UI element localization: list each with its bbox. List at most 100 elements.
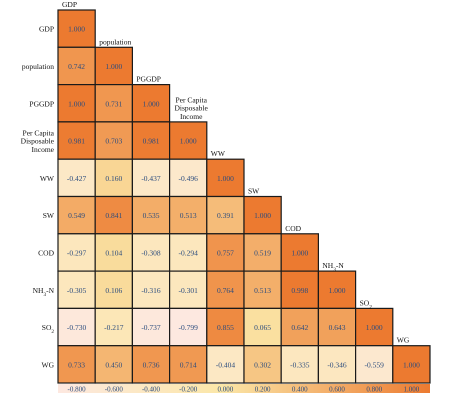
cell-sw-per-capita-disposable-income [169, 195, 208, 235]
cell-value: -0.316 [141, 286, 161, 295]
column-label-per-capita-disposable-income: Income [180, 112, 203, 121]
cell-value: 0.855 [217, 323, 234, 332]
cell-value: 0.549 [68, 211, 85, 220]
cell-value: 1.000 [254, 211, 271, 220]
column-label-cod: COD [285, 224, 301, 233]
column-label-wg: WG [397, 336, 410, 345]
column-label-nh3-n: NH3-N [322, 261, 344, 273]
row-label-sw: SW [43, 211, 55, 220]
row-label-ww: WW [40, 174, 55, 183]
cell-value: 1.000 [105, 62, 122, 71]
row-label-wg: WG [42, 360, 55, 369]
cell-value: 0.998 [291, 286, 308, 295]
cell-value: 0.519 [254, 248, 271, 257]
column-label-per-capita-disposable-income: Disposable [175, 104, 209, 113]
heatmap-cells: 1.000 0.742 1.000 1.000 0.731 1.000 0.981 0.703… [57, 9, 431, 384]
colorbar-tick: 1.000 [404, 386, 420, 394]
cell-value: 0.703 [105, 137, 122, 146]
cell-value: 0.643 [329, 323, 346, 332]
cell-wg-sw [243, 345, 282, 384]
column-label-pggdp: PGGDP [136, 75, 161, 84]
colorbar-tick: 0.000 [218, 386, 234, 394]
cell-per-capita-disposable-income-population [94, 121, 133, 160]
cell-value: -0.559 [365, 360, 385, 369]
cell-value: 0.714 [180, 360, 197, 369]
cell-value: -0.294 [179, 248, 199, 257]
colorbar-tick: 0.600 [329, 386, 345, 394]
cell-wg-gdp [57, 345, 96, 384]
column-label-gdp: GDP [62, 0, 77, 9]
cell-value: 0.981 [68, 137, 85, 146]
cell-nh3-n-pggdp [131, 270, 171, 310]
cell-pggdp-pggdp [131, 83, 171, 123]
cell-value: 0.450 [105, 360, 122, 369]
row-labels: GDP population PGGDP Per CapitaDisposableIn… [21, 25, 55, 370]
colorbar-tick: -0.200 [179, 386, 198, 394]
cell-value: -0.427 [67, 174, 87, 183]
cell-value: -0.305 [67, 286, 87, 295]
cell-value: 1.000 [403, 360, 420, 369]
cell-ww-per-capita-disposable-income [169, 158, 208, 198]
row-label-so2: SO2 [42, 323, 55, 335]
cell-gdp-gdp [57, 9, 96, 48]
cell-wg-so2 [355, 345, 394, 384]
cell-value: 0.757 [217, 248, 234, 257]
row-label-per-capita-disposable-income: Per Capita [23, 128, 55, 137]
cell-value: 0.160 [105, 174, 122, 183]
row-label-per-capita-disposable-income: Disposable [21, 137, 55, 146]
cell-value: 0.731 [105, 99, 122, 108]
cell-sw-population [94, 195, 133, 235]
cell-wg-ww [206, 345, 245, 384]
column-label-per-capita-disposable-income: Per Capita [175, 96, 207, 105]
cell-nh3-n-nh3-n [317, 270, 357, 310]
column-label-ww: WW [211, 149, 226, 158]
cell-value: 1.000 [366, 323, 383, 332]
cell-wg-population [94, 345, 133, 384]
cell-wg-pggdp [131, 345, 171, 384]
cell-value: 0.733 [68, 360, 85, 369]
cell-sw-ww [206, 195, 245, 235]
row-label-nh3-n: NH3-N [33, 286, 55, 298]
cell-value: 0.513 [254, 286, 271, 295]
cell-value: -0.737 [141, 323, 161, 332]
cell-value: 0.065 [254, 323, 271, 332]
cell-value: -0.346 [327, 360, 347, 369]
cell-nh3-n-gdp [57, 270, 96, 310]
row-label-gdp: GDP [39, 25, 54, 34]
cell-value: 0.764 [217, 286, 234, 295]
cell-so2-gdp [57, 307, 96, 347]
colorbar-tick: 0.800 [366, 386, 382, 394]
cell-value: -0.297 [67, 248, 87, 257]
cell-value: 1.000 [143, 99, 160, 108]
cell-cod-gdp [57, 233, 96, 272]
cell-wg-per-capita-disposable-income [169, 345, 208, 384]
cell-cod-population [94, 233, 133, 272]
cell-value: 0.104 [105, 248, 122, 257]
colorbar-tick: 0.200 [255, 386, 271, 394]
column-label-sw: SW [248, 187, 260, 196]
colorbar-gradient [58, 384, 430, 393]
cell-value: -0.404 [216, 360, 236, 369]
cell-value: 0.513 [180, 211, 197, 220]
cell-value: 0.391 [217, 211, 234, 220]
cell-population-gdp [57, 46, 96, 86]
cell-value: 0.742 [68, 62, 85, 71]
cell-sw-gdp [57, 195, 96, 235]
colorbar-tick: -0.600 [105, 386, 124, 394]
cell-value: -0.730 [67, 323, 87, 332]
cell-value: -0.496 [179, 174, 199, 183]
column-label-population: population [99, 37, 131, 46]
colorbar-tick: -0.400 [142, 386, 161, 394]
colorbar-tick: 0.400 [292, 386, 308, 394]
cell-value: 1.000 [329, 286, 346, 295]
cell-value: -0.217 [104, 323, 124, 332]
cell-value: 0.106 [105, 286, 122, 295]
cell-wg-nh3-n [317, 345, 357, 384]
cell-wg-wg [392, 345, 431, 384]
cell-value: -0.799 [179, 323, 199, 332]
cell-value: 1.000 [217, 174, 234, 183]
cell-so2-so2 [355, 307, 394, 347]
cell-cod-sw [243, 233, 282, 272]
cell-per-capita-disposable-income-per-capita-disposable-income [169, 121, 208, 160]
